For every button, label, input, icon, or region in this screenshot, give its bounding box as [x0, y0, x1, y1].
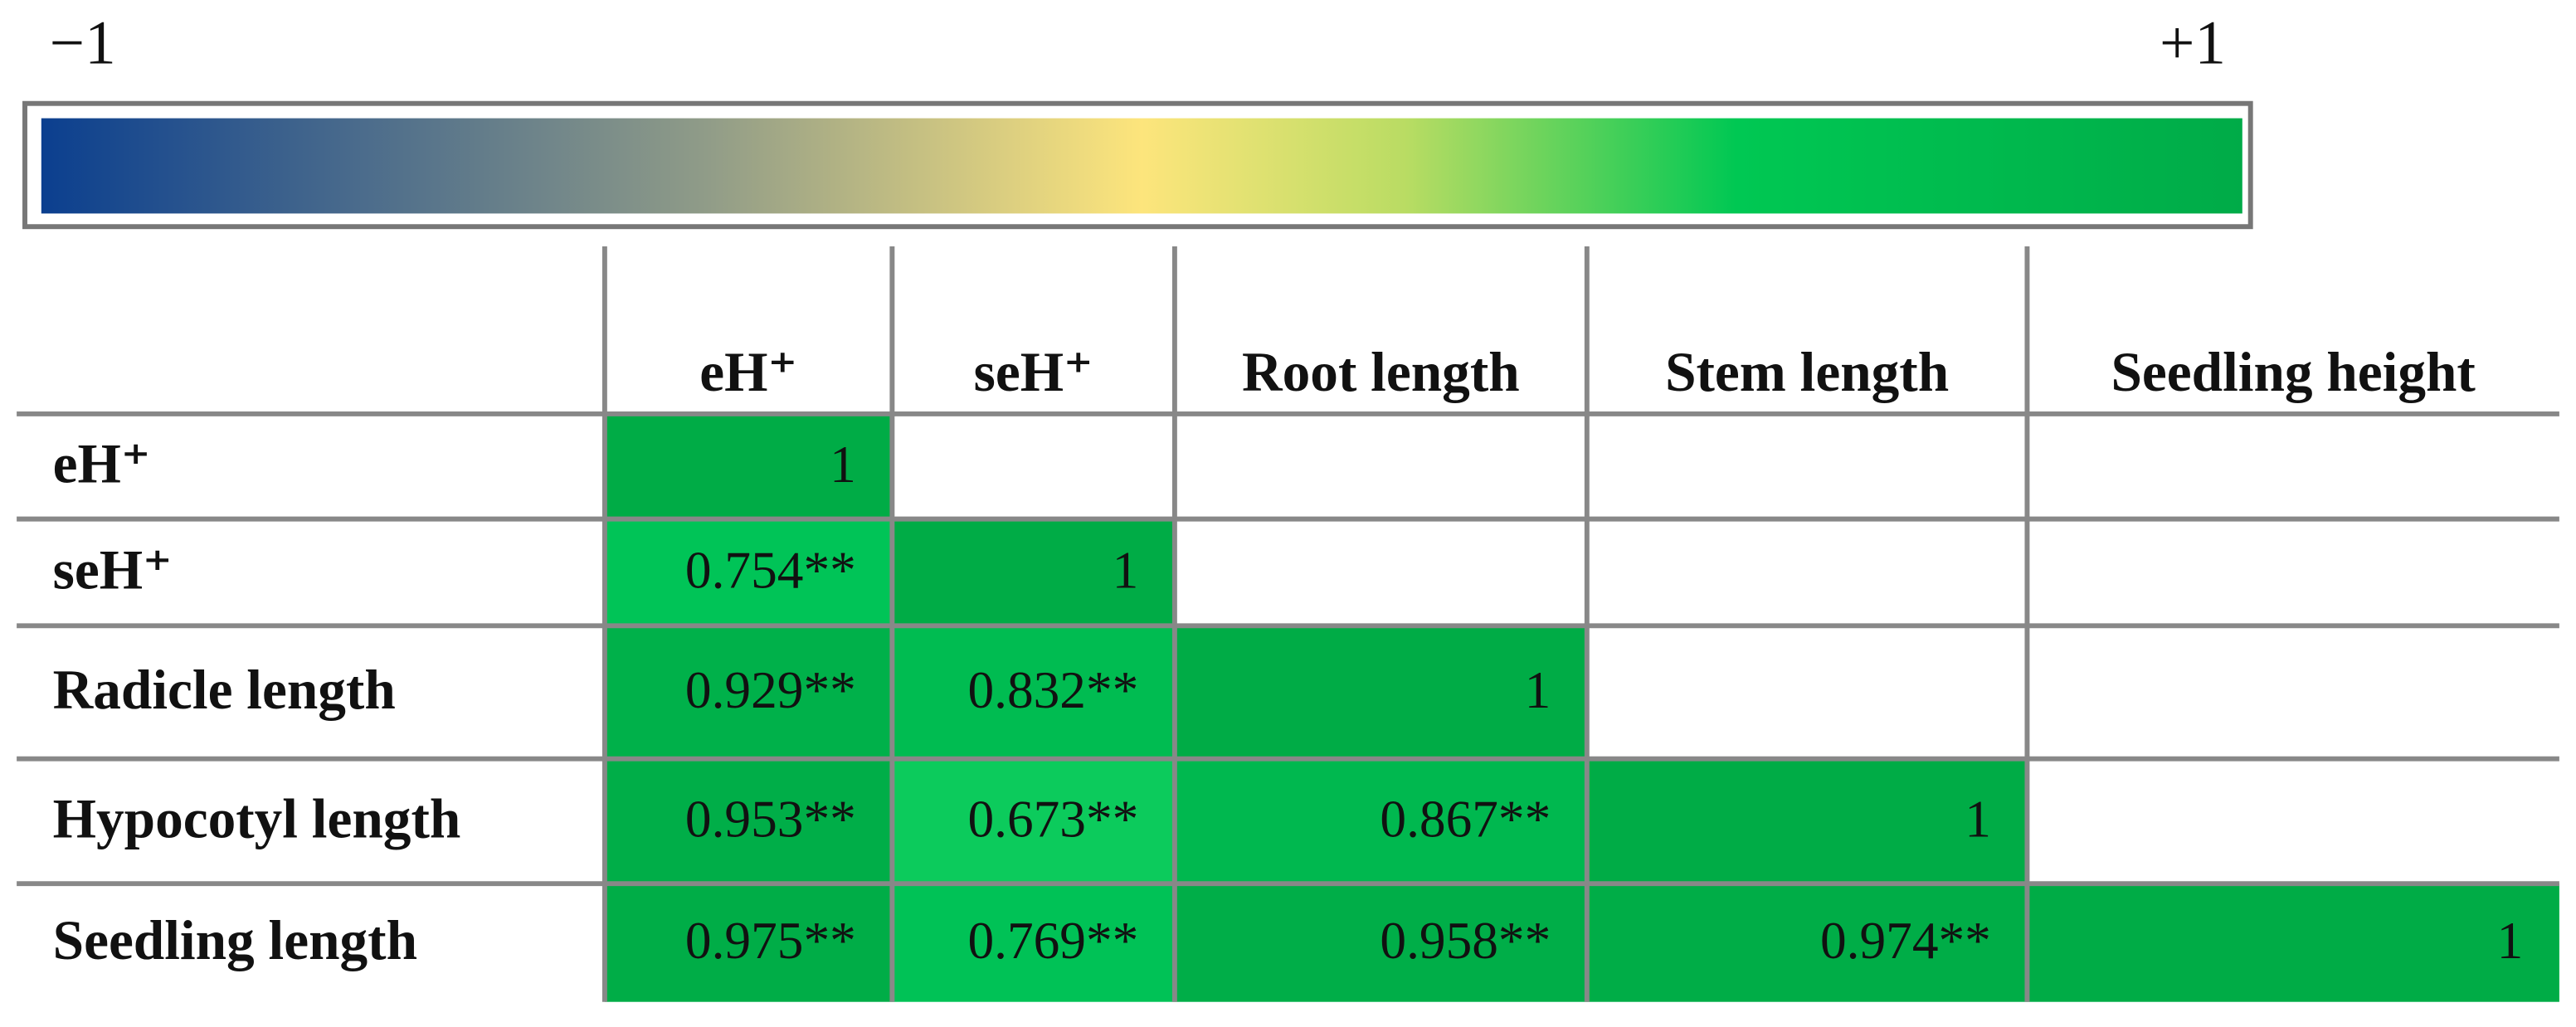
column-header: eH⁺: [699, 341, 797, 403]
cell-fill: [2027, 883, 2559, 1002]
cell-value: 0.975**: [685, 912, 856, 970]
cell-value: 1: [830, 436, 856, 494]
column-header: Root length: [1242, 341, 1520, 403]
cell-fill: [892, 883, 1175, 1002]
row-header: Radicle length: [53, 659, 396, 721]
cell-value: 0.958**: [1380, 912, 1551, 970]
column-header: Stem length: [1665, 341, 1949, 403]
cell-fill: [1174, 883, 1587, 1002]
row-header: Hypocotyl length: [53, 787, 461, 849]
cell-value: 1: [1113, 541, 1139, 599]
cell-fill: [892, 758, 1175, 884]
colorbar-max: +1: [2160, 9, 2226, 78]
cell-fill: [604, 883, 893, 1002]
cell-fill: [1174, 758, 1587, 884]
cell-fill: [1586, 758, 2028, 884]
cell-value: 1: [1965, 790, 1991, 848]
cell-value: 0.673**: [967, 790, 1138, 848]
cell-fill: [892, 625, 1175, 759]
cell-fill: [604, 625, 893, 759]
cell-fill: [604, 413, 893, 519]
cell-value: 0.769**: [967, 912, 1138, 970]
cell-fill: [604, 758, 893, 884]
cell-value: 0.974**: [1820, 912, 1991, 970]
colorbar-min: −1: [50, 9, 116, 78]
column-header: Seedling height: [2111, 341, 2476, 403]
cell-value: 0.929**: [685, 661, 856, 719]
column-header: seH⁺: [974, 341, 1093, 403]
cell-value: 0.953**: [685, 790, 856, 848]
cell-value: 0.832**: [967, 661, 1138, 719]
cell-fill: [604, 518, 893, 626]
cell-fill: [1174, 625, 1587, 759]
cell-fill: [892, 518, 1175, 626]
cell-value: 1: [1525, 661, 1551, 719]
cell-value: 0.754**: [685, 541, 856, 599]
row-header: seH⁺: [53, 538, 173, 601]
cell-fill: [1586, 883, 2028, 1002]
cell-value: 0.867**: [1380, 790, 1551, 848]
colorbar: [41, 118, 2242, 214]
row-header: eH⁺: [53, 433, 151, 495]
row-header: Seedling length: [53, 909, 417, 971]
cell-value: 1: [2497, 912, 2524, 970]
